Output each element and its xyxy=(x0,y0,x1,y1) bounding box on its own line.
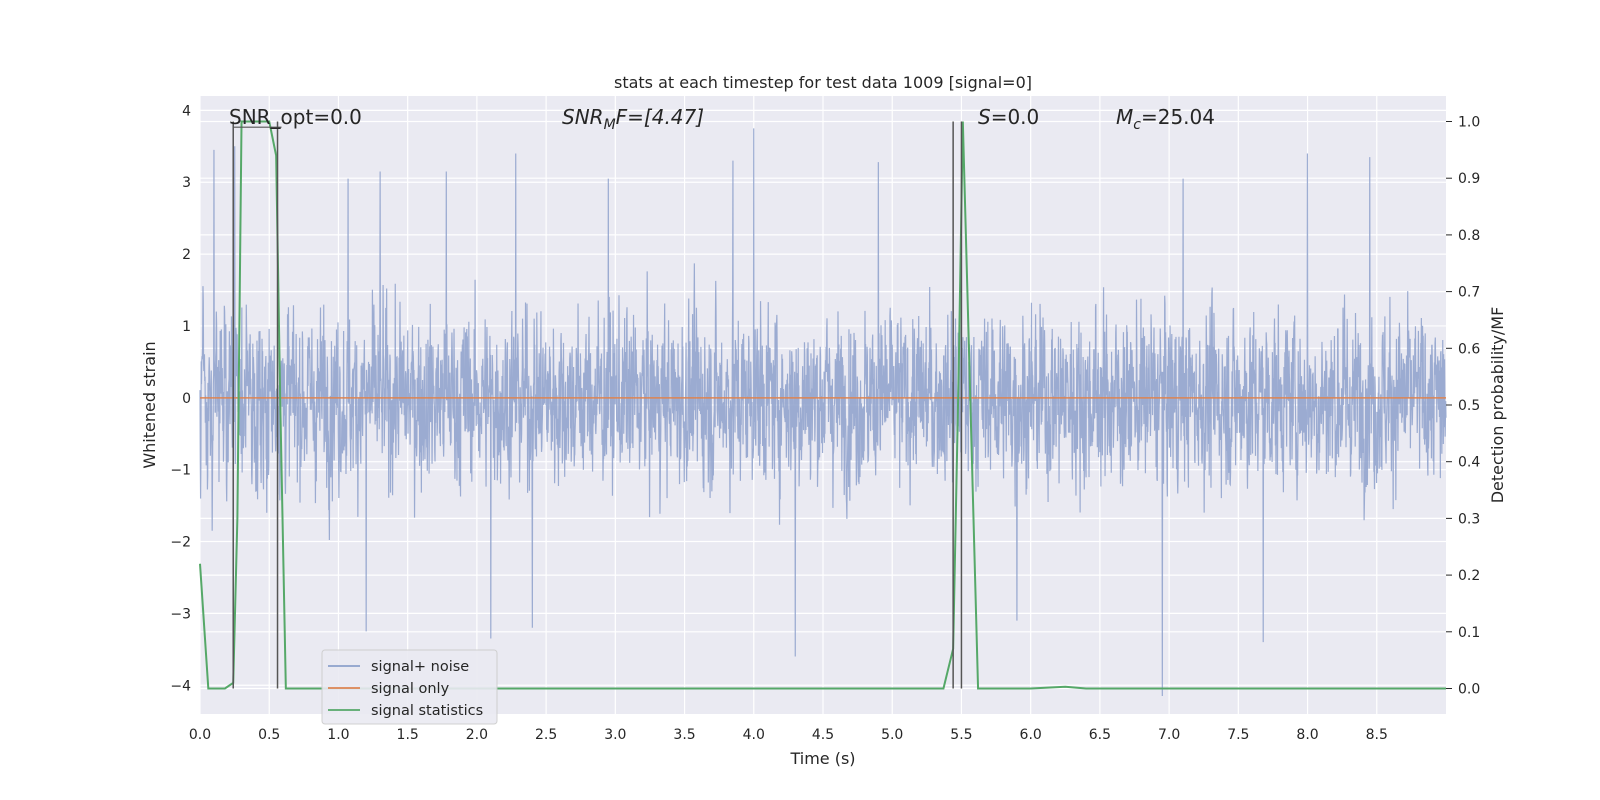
y-axis-title-right: Detection probability/MF xyxy=(1488,307,1507,504)
y-tick-label-left: 4 xyxy=(182,103,191,119)
y-tick-label-right: 0.0 xyxy=(1458,681,1480,697)
x-tick-label: 8.5 xyxy=(1366,727,1388,743)
annotation-snr-opt: SNR_opt=0.0 xyxy=(229,105,362,129)
annotation-s: S=0.0 xyxy=(978,105,1039,129)
x-axis-title: Time (s) xyxy=(789,749,855,768)
y-tick-label-right: 0.9 xyxy=(1458,171,1480,187)
signal-noise-line xyxy=(199,128,1447,697)
annotation-snr-mf-main: SNR xyxy=(562,105,604,129)
x-tick-label: 7.0 xyxy=(1158,727,1180,743)
y-axis-title-left: Whitened strain xyxy=(140,341,159,468)
x-tick-label: 6.5 xyxy=(1089,727,1111,743)
y-tick-label-left: −3 xyxy=(170,606,191,622)
y-tick-label-right: 0.1 xyxy=(1458,625,1480,641)
y-tick-label-left: −1 xyxy=(170,463,191,479)
y-tick-label-right: 0.3 xyxy=(1458,511,1480,527)
vertical-markers-layer xyxy=(232,121,963,689)
x-tick-label: 1.0 xyxy=(327,727,349,743)
x-tick-label: 0.5 xyxy=(258,727,280,743)
x-tick-label: 3.5 xyxy=(673,727,695,743)
y-tick-label-right: 1.0 xyxy=(1458,115,1480,131)
x-tick-label: 7.5 xyxy=(1227,727,1249,743)
x-tick-label: 3.0 xyxy=(604,727,626,743)
noise-trace-layer xyxy=(199,128,1447,697)
x-tick-label: 0.0 xyxy=(189,727,211,743)
chart-title: stats at each timestep for test data 100… xyxy=(614,73,1032,92)
x-tick-label: 8.0 xyxy=(1296,727,1318,743)
x-tick-label: 6.0 xyxy=(1020,727,1042,743)
y-tick-label-left: 3 xyxy=(182,175,191,191)
x-tick-label: 4.0 xyxy=(743,727,765,743)
x-tick-label: 2.5 xyxy=(535,727,557,743)
annotation-s-main: S xyxy=(978,105,991,129)
legend: signal+ noise signal only signal statist… xyxy=(321,649,498,725)
annotation-mc-main: M xyxy=(1116,105,1133,129)
y-tick-label-right: 0.2 xyxy=(1458,568,1480,584)
y-tick-label-left: 2 xyxy=(182,247,191,263)
y-tick-label-right: 0.6 xyxy=(1458,341,1480,357)
legend-label-signal-only: signal only xyxy=(371,681,450,697)
x-tick-label: 5.0 xyxy=(881,727,903,743)
y-tick-label-right: 0.8 xyxy=(1458,228,1480,244)
legend-label-signal-statistics: signal statistics xyxy=(371,703,483,719)
y-tick-label-right: 0.5 xyxy=(1458,398,1480,414)
y-tick-label-left: 0 xyxy=(182,391,191,407)
annotation-snr-mf-sub: M xyxy=(604,117,616,133)
annotation-snr-mf-rest: F=[4.47] xyxy=(616,105,704,129)
legend-box xyxy=(321,649,498,725)
legend-label-signal-noise: signal+ noise xyxy=(371,659,469,675)
y-tick-label-left: −4 xyxy=(170,678,191,694)
annotation-mc: Mc=25.04 xyxy=(1116,105,1215,133)
x-tick-label: 5.5 xyxy=(950,727,972,743)
y-tick-label-right: 0.7 xyxy=(1458,285,1480,301)
y-tick-label-left: 1 xyxy=(182,319,191,335)
y-tick-label-left: −2 xyxy=(170,535,191,551)
x-tick-label: 1.5 xyxy=(397,727,419,743)
y-tick-label-right: 0.4 xyxy=(1458,455,1480,471)
ticks-layer: 0.0 0.5 1.0 1.5 2.0 2.5 3.0 3.5 4.0 4.5 5.0 5.5 6.0 6… xyxy=(170,103,1480,743)
annotation-mc-sub: c xyxy=(1133,117,1141,133)
x-tick-label: 4.5 xyxy=(812,727,834,743)
annotation-snr-mf: SNRMF=[4.47] xyxy=(562,105,704,133)
annotation-s-rest: =0.0 xyxy=(991,105,1040,129)
annotation-mc-rest: =25.04 xyxy=(1141,105,1215,129)
x-tick-label: 2.0 xyxy=(466,727,488,743)
